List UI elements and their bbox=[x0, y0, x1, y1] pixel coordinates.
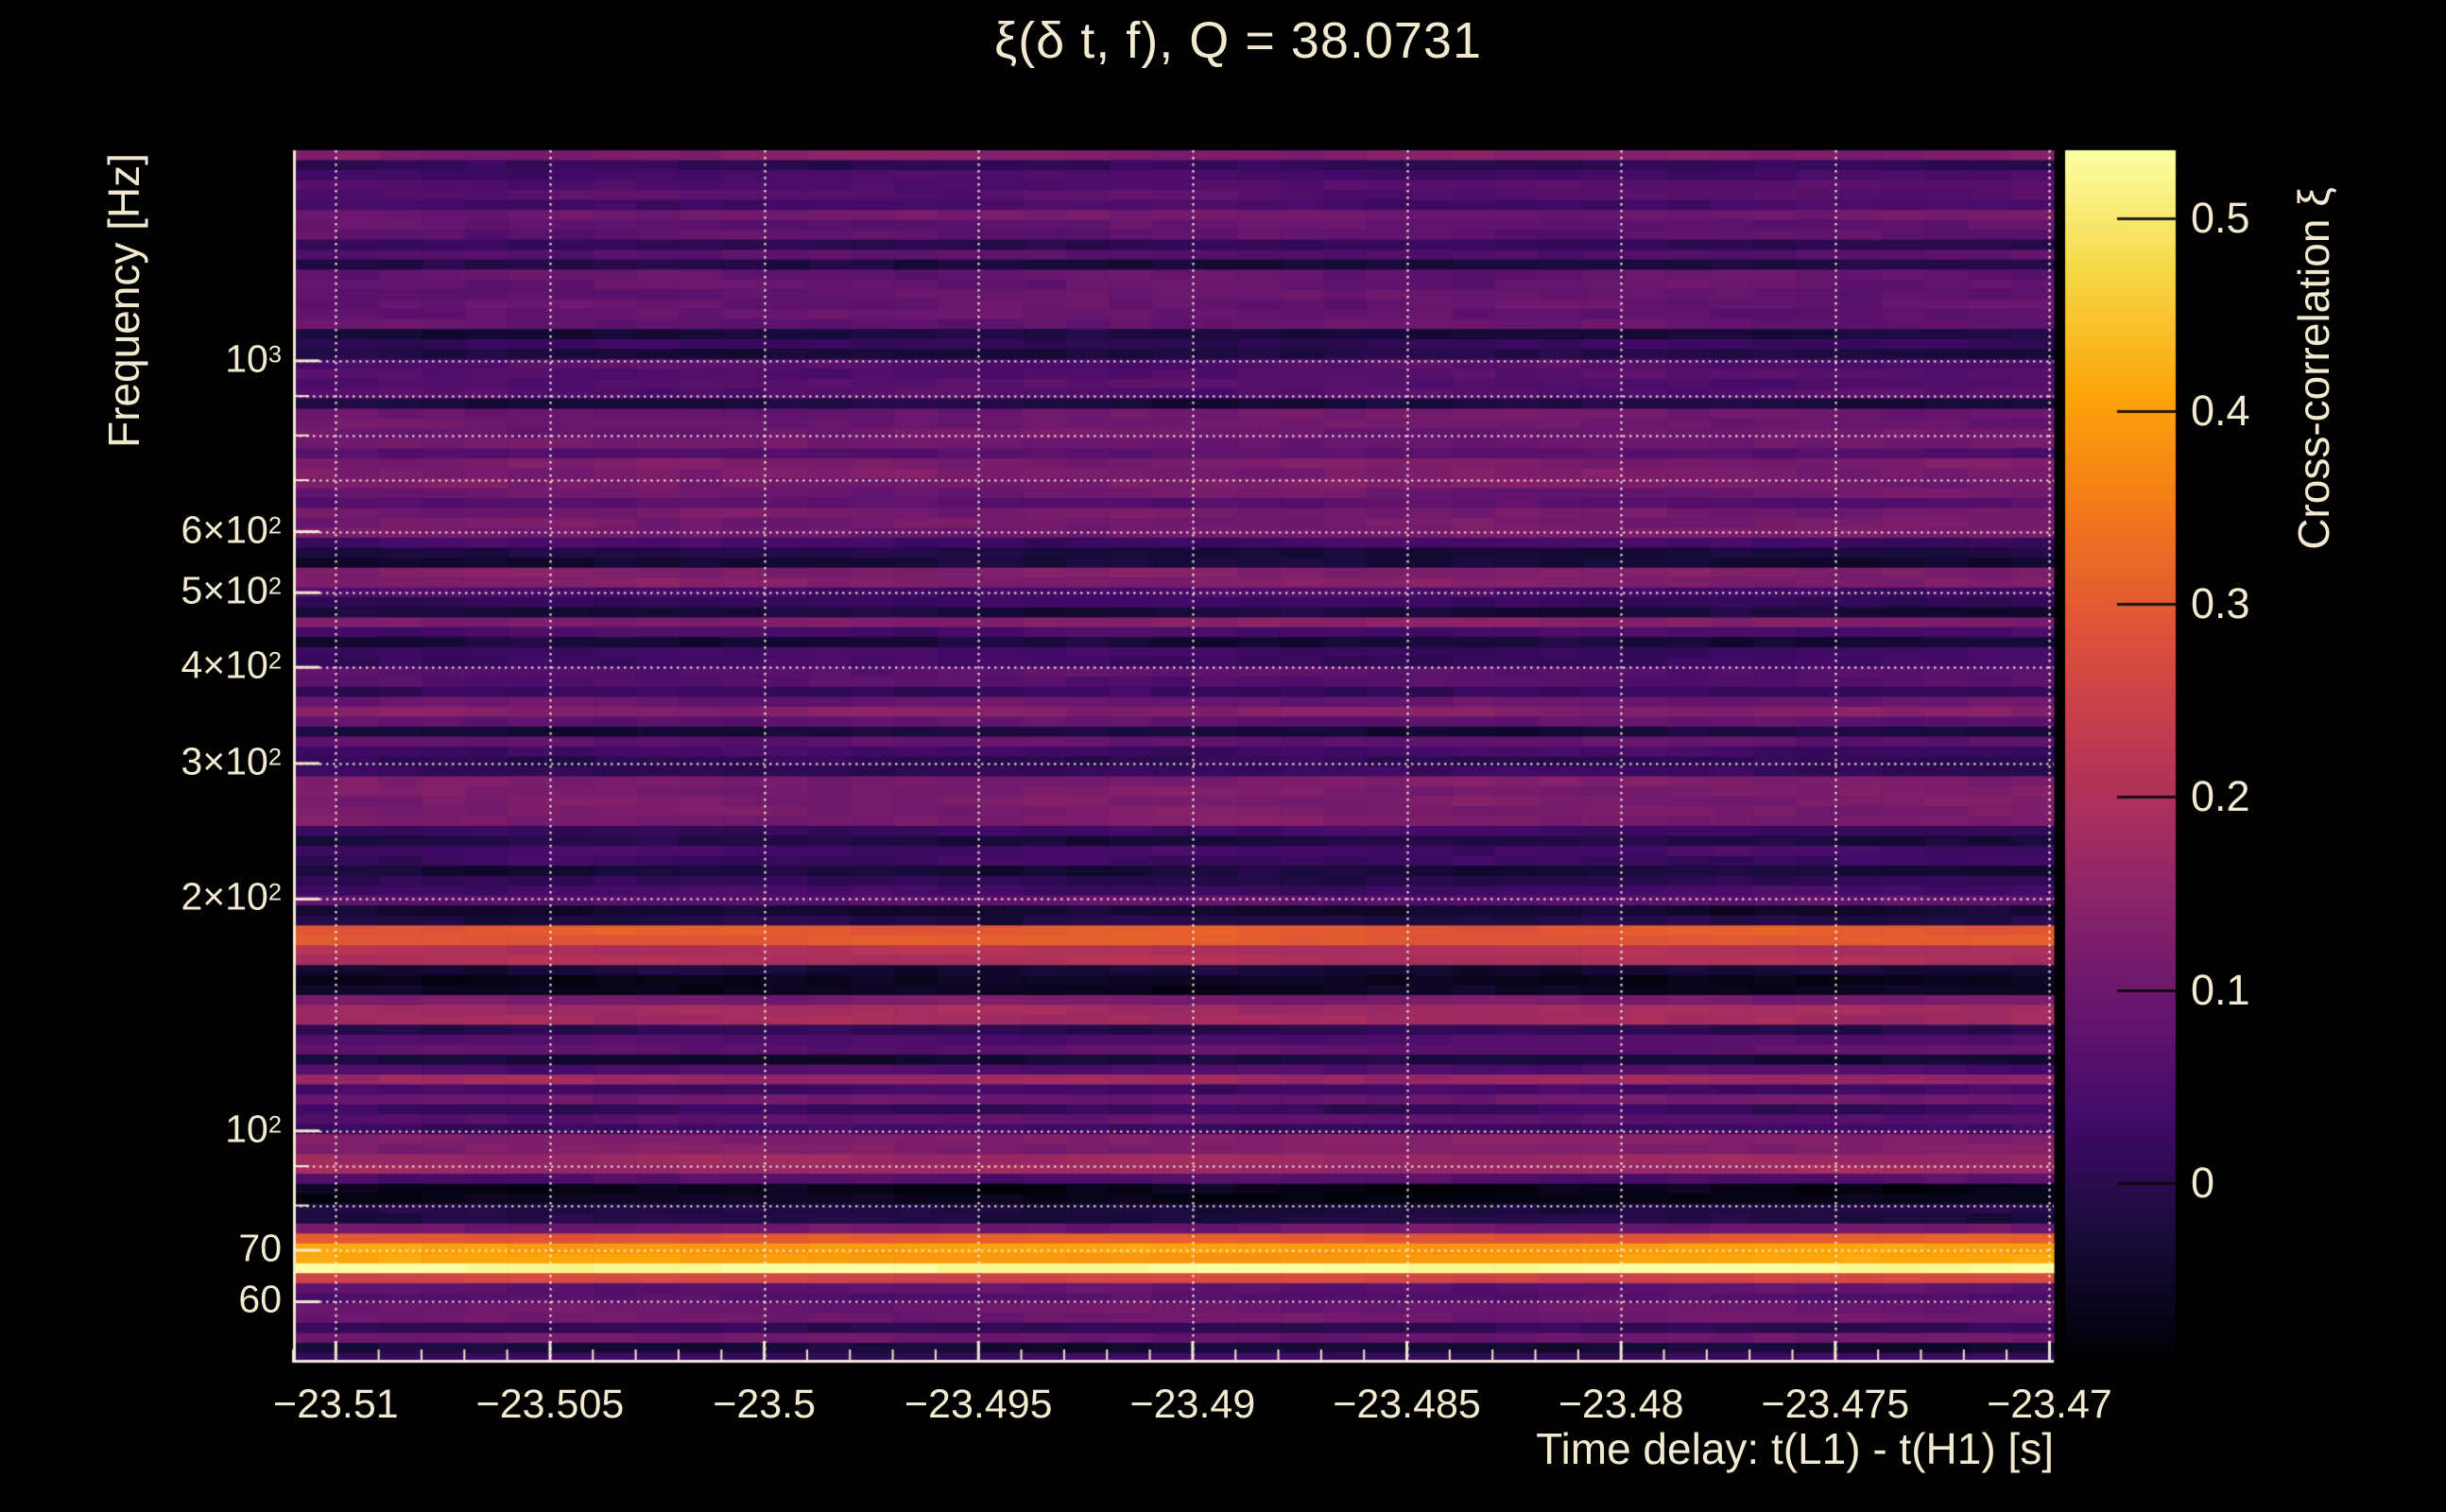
x-tick-label: −23.485 bbox=[1333, 1382, 1481, 1427]
x-tick-label: −23.475 bbox=[1761, 1382, 1910, 1427]
x-tick-label: −23.49 bbox=[1129, 1382, 1256, 1427]
colorbar-tick-label: 0.3 bbox=[2191, 579, 2250, 628]
y-axis-title: Frequency [Hz] bbox=[99, 153, 148, 448]
y-tick-label: 70 bbox=[238, 1226, 282, 1270]
colorbar-tick-label: 0.1 bbox=[2191, 965, 2250, 1014]
x-tick-label: −23.47 bbox=[1987, 1382, 2112, 1427]
x-axis-title: Time delay: t(L1) - t(H1) [s] bbox=[1536, 1424, 2054, 1473]
y-tick-label: 60 bbox=[238, 1278, 282, 1322]
y-tick-label: 5×102 bbox=[181, 568, 283, 612]
x-tick-label: −23.505 bbox=[475, 1382, 625, 1427]
y-tick-label: 4×102 bbox=[181, 643, 283, 687]
x-tick-label: −23.48 bbox=[1558, 1382, 1684, 1427]
colorbar-tick-label: 0.4 bbox=[2191, 386, 2250, 435]
x-tick-label: −23.495 bbox=[904, 1382, 1053, 1427]
y-tick-label: 102 bbox=[225, 1107, 282, 1151]
y-tick-label: 103 bbox=[225, 336, 282, 381]
y-tick-label: 3×102 bbox=[181, 739, 283, 783]
colorbar-tick-label: 0.5 bbox=[2191, 193, 2250, 242]
y-tick-label: 6×102 bbox=[181, 507, 283, 552]
colorbar-tick-label: 0 bbox=[2191, 1159, 2215, 1208]
plot-title: ξ(δ t, f), Q = 38.0731 bbox=[994, 12, 1482, 69]
x-tick-label: −23.5 bbox=[713, 1382, 817, 1427]
y-tick-label: 2×102 bbox=[181, 875, 283, 919]
colorbar-title: Cross-correlation ξ bbox=[2289, 187, 2338, 550]
x-tick-label: −23.51 bbox=[272, 1382, 399, 1427]
colorbar-tick-label: 0.2 bbox=[2191, 772, 2250, 821]
